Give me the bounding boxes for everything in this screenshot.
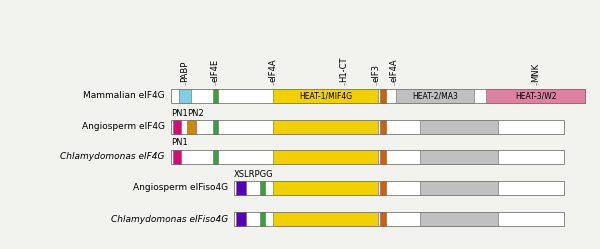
Text: PN2: PN2 — [187, 109, 204, 118]
Text: eIF4A: eIF4A — [269, 59, 277, 82]
Bar — [273, 212, 378, 226]
Bar — [273, 181, 378, 195]
Bar — [420, 150, 498, 164]
FancyBboxPatch shape — [171, 120, 564, 134]
Bar — [213, 89, 218, 103]
Bar — [380, 120, 386, 134]
Text: eIF4E: eIF4E — [211, 59, 220, 82]
Bar — [187, 120, 196, 134]
Bar — [179, 89, 191, 103]
Bar — [260, 181, 265, 195]
Bar — [420, 181, 498, 195]
Bar — [236, 181, 246, 195]
Text: HEAT-3/W2: HEAT-3/W2 — [515, 91, 556, 100]
Text: XSLRPGG: XSLRPGG — [234, 170, 274, 179]
Text: Chlamydomonas eIFiso4G: Chlamydomonas eIFiso4G — [111, 215, 228, 224]
FancyBboxPatch shape — [171, 89, 585, 103]
Text: PABP: PABP — [181, 61, 190, 82]
Bar — [173, 120, 181, 134]
Bar — [273, 89, 378, 103]
Text: PN1: PN1 — [172, 138, 188, 147]
Text: Chlamydomonas eIF4G: Chlamydomonas eIF4G — [61, 152, 165, 161]
Bar — [236, 212, 246, 226]
Bar — [273, 150, 378, 164]
Bar — [380, 89, 386, 103]
Text: HEAT-2/MA3: HEAT-2/MA3 — [412, 91, 458, 100]
Text: Angiosperm eIFiso4G: Angiosperm eIFiso4G — [133, 184, 228, 192]
Text: Angiosperm eIF4G: Angiosperm eIF4G — [82, 123, 165, 131]
Text: PN1: PN1 — [172, 109, 188, 118]
Bar — [396, 89, 474, 103]
Text: eIF4A: eIF4A — [389, 59, 398, 82]
Bar — [380, 212, 386, 226]
Bar — [380, 181, 386, 195]
Text: Mammalian eIF4G: Mammalian eIF4G — [83, 91, 165, 100]
Bar — [213, 120, 218, 134]
Text: H1-CT: H1-CT — [340, 57, 348, 82]
Bar — [380, 150, 386, 164]
Bar — [420, 212, 498, 226]
Bar — [273, 120, 378, 134]
Bar — [213, 150, 218, 164]
Text: eIF3: eIF3 — [371, 64, 380, 82]
FancyBboxPatch shape — [234, 181, 564, 195]
Text: MNK: MNK — [532, 63, 540, 82]
Bar — [420, 120, 498, 134]
Bar — [260, 212, 265, 226]
Text: HEAT-1/MIF4G: HEAT-1/MIF4G — [299, 91, 352, 100]
FancyBboxPatch shape — [234, 212, 564, 226]
FancyBboxPatch shape — [171, 150, 564, 164]
Bar — [173, 150, 181, 164]
Bar — [486, 89, 585, 103]
